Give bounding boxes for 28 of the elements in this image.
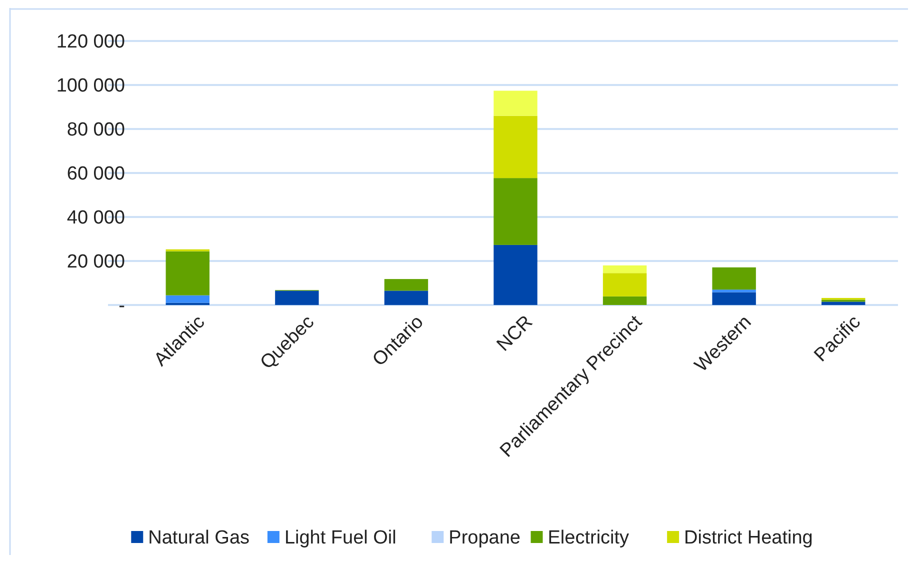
legend-label: Electricity	[548, 528, 630, 549]
y-tick-label: 60 000	[66, 164, 125, 185]
bar	[494, 178, 538, 245]
legend-label: District Heating	[684, 528, 813, 549]
y-tick-label: 120 000	[56, 32, 125, 53]
bar	[166, 295, 210, 303]
y-tick-label: -	[118, 296, 125, 317]
bar	[712, 267, 756, 290]
y-tick-label: 80 000	[66, 120, 125, 141]
legend-label: Light Fuel Oil	[284, 528, 396, 549]
bar	[384, 279, 428, 291]
bar	[602, 273, 647, 296]
bar	[494, 90, 538, 116]
bar	[602, 296, 647, 305]
y-tick-label: 40 000	[66, 208, 125, 229]
bar	[822, 302, 866, 305]
bar	[712, 292, 756, 305]
bar	[275, 290, 319, 305]
legend-label: Natural Gas	[148, 528, 250, 549]
y-tick-label: 100 000	[56, 76, 125, 97]
y-tick-label: 20 000	[66, 252, 125, 273]
bar	[494, 116, 538, 178]
bar	[712, 290, 756, 292]
bar	[494, 244, 538, 305]
bar	[384, 290, 428, 305]
legend-label: Propane	[448, 528, 520, 549]
bar	[166, 251, 210, 296]
bar	[602, 265, 647, 274]
